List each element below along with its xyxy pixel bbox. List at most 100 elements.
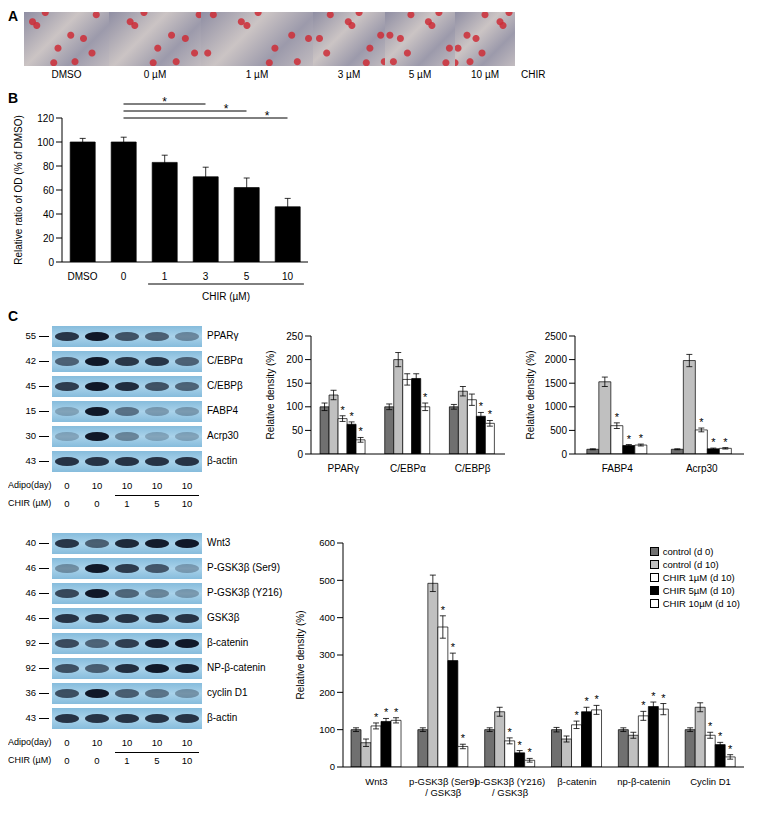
svg-text:FABP4: FABP4 [602, 463, 634, 474]
svg-text:120: 120 [37, 113, 54, 124]
html-text:DMSO: DMSO [51, 69, 82, 80]
svg-text:Relative density (%): Relative density (%) [295, 611, 306, 700]
html-text:C: C [8, 308, 19, 324]
svg-text:*: * [374, 711, 379, 723]
svg-text:100: 100 [286, 401, 303, 412]
svg-text:*: * [651, 690, 656, 702]
svg-text:0: 0 [561, 449, 567, 460]
svg-text:1000: 1000 [545, 401, 568, 412]
html-text:55: 55 [25, 330, 36, 341]
svg-text:DMSO: DMSO [68, 271, 98, 282]
svg-text:p-GSK3β (Y216)/ GSK3β: p-GSK3β (Y216)/ GSK3β [475, 776, 545, 798]
svg-text:*: * [423, 391, 428, 403]
svg-text:*: * [627, 433, 632, 445]
svg-text:*: * [728, 743, 733, 755]
html-text:CHIR: CHIR [521, 69, 546, 80]
html-text:3 µM: 3 µM [337, 69, 361, 80]
html-text:CHIR 10µM (d 10): CHIR 10µM (d 10) [662, 598, 740, 609]
svg-text:300: 300 [319, 649, 335, 660]
svg-text:40: 40 [43, 209, 55, 220]
svg-text:*: * [461, 732, 466, 744]
svg-text:10: 10 [282, 271, 294, 282]
html-text:CHIR 1µM (d 10): CHIR 1µM (d 10) [662, 572, 735, 583]
svg-text:5: 5 [244, 271, 250, 282]
svg-text:100: 100 [319, 724, 335, 735]
svg-text:p-GSK3β (Ser9)/ GSK3β: p-GSK3β (Ser9)/ GSK3β [409, 776, 477, 798]
svg-text:*: * [479, 400, 484, 412]
svg-text:600: 600 [319, 537, 335, 548]
svg-text:1: 1 [162, 271, 168, 282]
svg-text:*: * [162, 95, 167, 109]
svg-text:*: * [699, 416, 704, 428]
html-text:A: A [8, 8, 19, 24]
svg-text:*: * [528, 746, 533, 758]
svg-text:0: 0 [48, 257, 54, 268]
svg-text:Relative density (%): Relative density (%) [265, 351, 276, 440]
svg-text:60: 60 [43, 185, 55, 196]
svg-text:CHIR (µM): CHIR (µM) [202, 291, 250, 302]
svg-text:np-β-catenin: np-β-catenin [617, 776, 670, 787]
svg-text:200: 200 [319, 687, 335, 698]
svg-text:500: 500 [550, 425, 567, 436]
svg-text:β-catenin: β-catenin [557, 776, 596, 787]
svg-text:200: 200 [286, 354, 303, 365]
svg-text:1500: 1500 [545, 378, 568, 389]
html-text:B: B [8, 90, 19, 106]
svg-text:*: * [584, 695, 589, 707]
svg-text:Relative density (%): Relative density (%) [525, 351, 536, 440]
svg-text:*: * [394, 706, 399, 718]
svg-text:*: * [723, 436, 728, 448]
html-text:1 µM: 1 µM [245, 69, 269, 80]
svg-text:*: * [265, 109, 270, 123]
svg-text:20: 20 [43, 233, 55, 244]
html-text:PPARγ: PPARγ [207, 330, 239, 341]
svg-text:Acrp30: Acrp30 [686, 463, 718, 474]
svg-text:*: * [661, 692, 666, 704]
svg-text:*: * [349, 410, 354, 422]
svg-text:80: 80 [43, 161, 55, 172]
svg-text:*: * [488, 408, 493, 420]
svg-text:*: * [615, 411, 620, 423]
svg-text:*: * [518, 739, 523, 751]
svg-text:0: 0 [330, 761, 335, 772]
svg-text:*: * [340, 404, 345, 416]
svg-text:*: * [224, 102, 229, 116]
svg-text:Wnt3: Wnt3 [365, 776, 387, 787]
svg-text:3: 3 [203, 271, 209, 282]
html-text:CHIR 5µM (d 10): CHIR 5µM (d 10) [662, 585, 735, 596]
html-text:10 µM: 10 µM [471, 69, 499, 80]
svg-text:*: * [384, 706, 389, 718]
svg-text:*: * [441, 604, 446, 616]
svg-text:Relative ratio of OD (% of DMS: Relative ratio of OD (% of DMSO) [13, 115, 24, 264]
svg-text:250: 250 [286, 331, 303, 342]
html-text:42: 42 [25, 355, 36, 366]
svg-text:*: * [358, 425, 363, 437]
html-text:5 µM: 5 µM [408, 69, 432, 80]
svg-text:0: 0 [121, 271, 127, 282]
svg-text:100: 100 [37, 137, 54, 148]
svg-text:500: 500 [319, 575, 335, 586]
svg-text:2000: 2000 [545, 354, 568, 365]
svg-text:C/EBPβ: C/EBPβ [455, 463, 491, 474]
svg-text:50: 50 [292, 425, 304, 436]
svg-text:C/EBPα: C/EBPα [390, 463, 426, 474]
svg-text:2500: 2500 [545, 331, 568, 342]
svg-text:Cyclin D1: Cyclin D1 [690, 776, 731, 787]
svg-text:*: * [451, 641, 456, 653]
svg-text:150: 150 [286, 378, 303, 389]
svg-text:*: * [641, 699, 646, 711]
html-text:control (d 10): control (d 10) [662, 559, 719, 570]
svg-text:*: * [574, 709, 579, 721]
html-text:control (d 0): control (d 0) [662, 546, 714, 557]
html-text:C/EBPα: C/EBPα [207, 355, 243, 366]
svg-text:*: * [718, 730, 723, 742]
svg-text:400: 400 [319, 612, 335, 623]
svg-text:*: * [594, 693, 599, 705]
svg-text:*: * [708, 720, 713, 732]
svg-text:0: 0 [297, 449, 303, 460]
html-text:0 µM: 0 µM [143, 69, 167, 80]
svg-text:PPARγ: PPARγ [328, 463, 360, 474]
svg-text:*: * [508, 726, 513, 738]
svg-text:*: * [639, 432, 644, 444]
svg-text:*: * [711, 436, 716, 448]
